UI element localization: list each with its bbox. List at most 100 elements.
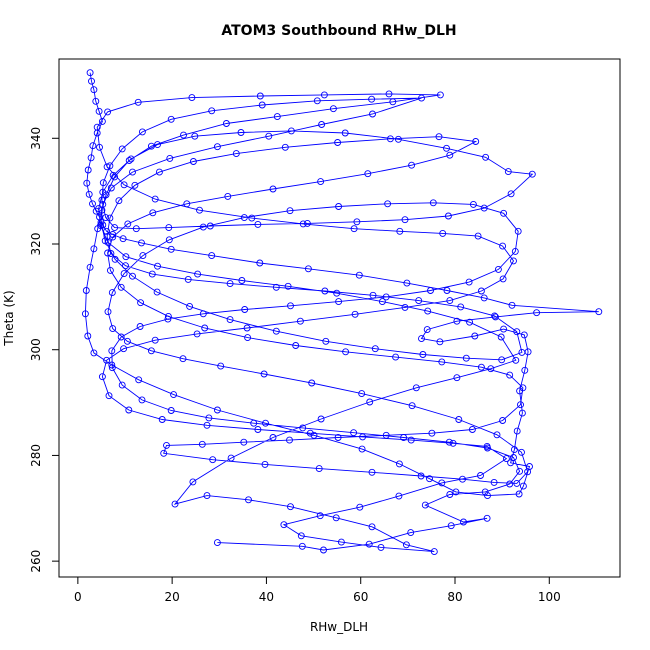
data-point (504, 168, 512, 176)
data-point (513, 328, 521, 336)
data-point (512, 356, 520, 364)
x-axis-label: RHw_DLH (310, 620, 368, 634)
data-point (203, 421, 211, 429)
data-point (389, 98, 397, 106)
data-point (132, 225, 140, 233)
data-point (213, 539, 221, 547)
data-point (201, 324, 209, 332)
data-point (167, 115, 175, 123)
data-point (84, 166, 92, 174)
data-point (499, 275, 507, 283)
data-point (258, 101, 266, 109)
data-point (240, 214, 248, 222)
data-point (445, 438, 453, 446)
data-point (164, 312, 172, 320)
data-point (111, 173, 119, 181)
data-point (428, 429, 436, 437)
data-point (310, 431, 318, 439)
data-point (226, 316, 234, 324)
data-point (443, 144, 450, 152)
x-tick-label: 80 (447, 590, 462, 604)
data-point (103, 227, 111, 235)
data-point (153, 288, 161, 296)
data-point (507, 459, 515, 467)
data-point (86, 263, 94, 271)
data-point (104, 108, 112, 116)
data-point (426, 475, 433, 483)
data-point (232, 150, 240, 158)
x-tick-label: 60 (353, 590, 368, 604)
data-point (111, 224, 119, 232)
data-point (424, 307, 432, 315)
data-point (502, 455, 510, 463)
data-point (287, 127, 295, 135)
data-point (321, 287, 329, 295)
data-point (151, 195, 159, 203)
data-point (165, 224, 173, 232)
data-point (516, 467, 524, 475)
data-point (292, 342, 300, 349)
data-point (350, 429, 358, 437)
data-point (237, 129, 245, 136)
data-point (262, 419, 269, 427)
data-point (138, 128, 146, 136)
data-point (269, 434, 277, 441)
data-point (521, 366, 529, 374)
data-point (98, 373, 106, 381)
data-point (484, 444, 491, 452)
plot-frame (58, 58, 621, 578)
data-point (261, 460, 269, 468)
data-point (369, 110, 376, 118)
data-point (165, 236, 173, 244)
data-point (85, 190, 93, 198)
data-point (377, 543, 385, 551)
data-point (89, 142, 97, 150)
data-point (98, 117, 106, 125)
data-point (123, 337, 131, 345)
data-point (117, 333, 125, 341)
data-point (515, 490, 523, 498)
data-point (477, 363, 485, 371)
data-point (482, 153, 490, 161)
data-point (122, 262, 129, 270)
data-point (180, 131, 187, 139)
data-point (453, 317, 461, 325)
data-point (84, 332, 92, 340)
data-point (359, 433, 367, 441)
data-point (368, 523, 376, 531)
data-point (506, 480, 514, 488)
data-point (154, 262, 161, 270)
data-point (528, 170, 536, 178)
data-point (439, 229, 447, 237)
data-point (134, 98, 142, 106)
data-point (167, 407, 175, 414)
data-point (109, 325, 117, 333)
data-point (256, 92, 264, 100)
data-point (254, 220, 262, 228)
data-point (499, 242, 507, 250)
data-point (455, 416, 463, 423)
data-point (193, 330, 201, 338)
data-point (217, 362, 225, 370)
data-point (511, 247, 519, 255)
data-point (320, 546, 327, 554)
data-point (303, 219, 311, 227)
data-point (135, 376, 143, 384)
data-point (272, 283, 280, 291)
data-point (412, 384, 420, 392)
data-point (98, 196, 106, 204)
data-point (350, 225, 358, 233)
data-point (83, 179, 91, 187)
data-point (471, 332, 479, 340)
data-point (127, 155, 135, 163)
data-point (508, 301, 516, 309)
data-point (106, 214, 114, 222)
data-point (401, 216, 409, 224)
data-point (158, 416, 166, 423)
data-point (317, 415, 325, 423)
data-point (444, 212, 452, 220)
data-point (329, 105, 337, 113)
data-point (403, 279, 411, 287)
data-point (366, 398, 374, 406)
data-point (520, 331, 528, 339)
